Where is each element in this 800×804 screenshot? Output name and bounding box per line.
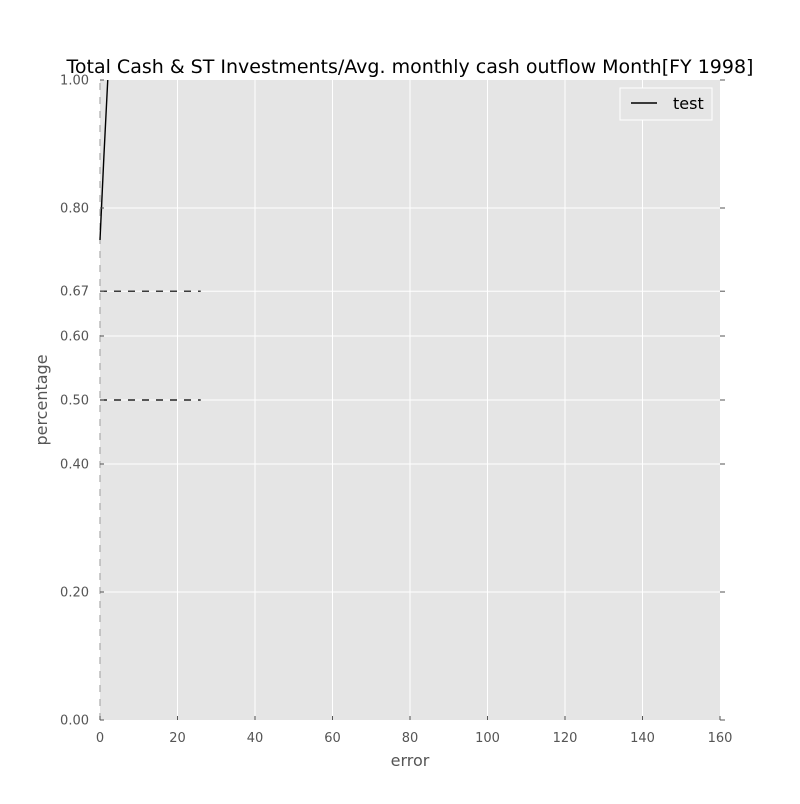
y-tick-label: 0.67: [60, 285, 89, 300]
chart-title: Total Cash & ST Investments/Avg. monthly…: [66, 56, 754, 78]
y-tick-label: 0.80: [60, 202, 89, 217]
y-tick-label: 0.20: [60, 586, 89, 601]
y-tick-label: 0.60: [60, 330, 89, 345]
x-tick-label: 100: [475, 731, 500, 746]
x-tick-label: 0: [96, 731, 104, 746]
y-axis-label: percentage: [32, 354, 51, 445]
legend: test: [619, 87, 713, 121]
legend-box: [619, 87, 713, 121]
x-tick-label: 160: [708, 731, 733, 746]
series-lines: [99, 79, 109, 241]
y-tick-label: 0.50: [60, 394, 89, 409]
x-axis-label: error: [391, 751, 430, 770]
x-tick-label: 40: [247, 731, 264, 746]
axis-ticks: 0 20 40 60 80 100 120 140 160 0.00 0.20 0.40 0.50 0.6…: [60, 74, 732, 747]
grid-lines: [100, 80, 720, 720]
y-tick-label: 1.00: [60, 74, 89, 89]
series-line-test: [99, 79, 109, 241]
x-tick-label: 20: [169, 731, 186, 746]
reference-lines: [99, 80, 201, 720]
y-tick-label: 0.00: [60, 714, 89, 729]
x-tick-label: 120: [553, 731, 578, 746]
x-tick-label: 140: [630, 731, 655, 746]
x-tick-label: 80: [402, 731, 419, 746]
legend-label-test: test: [673, 94, 704, 113]
y-tick-label: 0.40: [60, 458, 89, 473]
x-tick-label: 60: [324, 731, 341, 746]
